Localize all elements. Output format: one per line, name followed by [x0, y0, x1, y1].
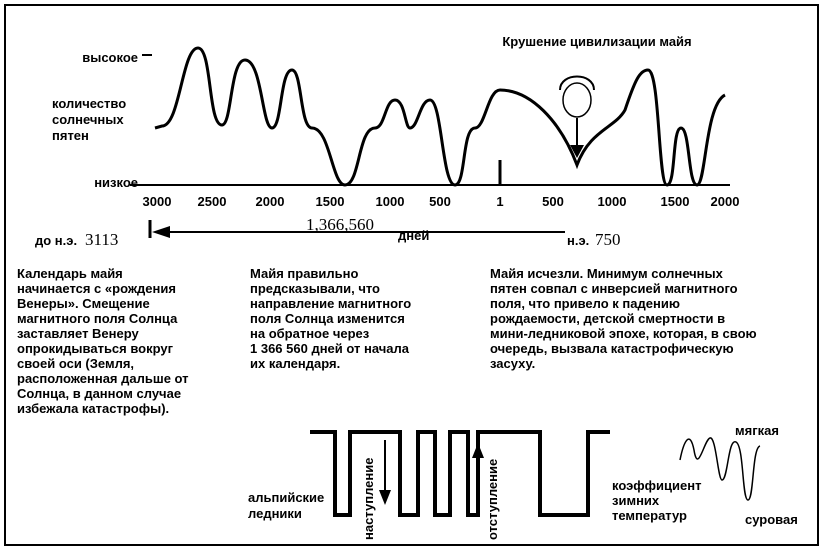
end: 750 — [595, 230, 621, 249]
span: 1,366,560 — [306, 215, 374, 234]
paragraph-line: направление магнитного — [250, 296, 411, 311]
sunspot-curve — [155, 48, 725, 185]
tick-label: 1500 — [661, 194, 690, 209]
advance: наступление — [361, 458, 376, 540]
ad: н.э. — [567, 233, 589, 248]
tick-label: 3000 — [143, 194, 172, 209]
mild: мягкая — [735, 423, 779, 438]
retreat: отступление — [485, 459, 500, 540]
tick-label: 1500 — [316, 194, 345, 209]
paragraph-line: заставляет Венеру — [17, 326, 140, 341]
paragraph-line: их календаря. — [250, 356, 340, 371]
tick-label: 2000 — [256, 194, 285, 209]
diagram: Крушение цивилизации майя высокое низкое… — [0, 0, 823, 550]
paragraph-line: поля Солнца изменится — [250, 311, 405, 326]
paragraph-line: рождаемости, детской смертности в — [490, 311, 725, 326]
arrow-head — [472, 443, 484, 458]
glacier-label: ледники — [248, 506, 302, 521]
paragraph-line: Майя исчезли. Минимум солнечных — [490, 266, 724, 281]
low-label: низкое — [94, 175, 138, 190]
tick-label: 500 — [542, 194, 564, 209]
paragraph-line: своей оси (Земля, — [17, 356, 134, 371]
tick-label: 500 — [429, 194, 451, 209]
title: Крушение цивилизации майя — [502, 34, 691, 49]
tick-label: 1000 — [598, 194, 627, 209]
paragraph-line: опрокидываться вокруг — [17, 341, 174, 356]
paragraph-line: Солнца, в данном случае — [17, 386, 181, 401]
glacier-label: альпийские — [248, 490, 324, 505]
axis-label: количество солнечных пятен — [52, 96, 126, 143]
paragraph-line: засуху. — [490, 356, 535, 371]
glacier-wave — [310, 432, 610, 515]
coef: зимних — [612, 493, 660, 508]
paragraph-line: предсказывали, что — [250, 281, 380, 296]
days: дней — [398, 228, 429, 243]
paragraph-line: магнитного поля Солнца — [17, 311, 178, 326]
tick-label: 2000 — [711, 194, 740, 209]
harsh: суровая — [745, 512, 798, 527]
axis-label-line: количество — [52, 96, 126, 111]
start: 3113 — [85, 230, 118, 249]
paragraph-line: Венеры». Смещение — [17, 296, 150, 311]
tick-label: 1000 — [376, 194, 405, 209]
paragraph-line: избежала катастрофы). — [17, 401, 169, 416]
axis-label-line: солнечных — [52, 112, 124, 127]
paragraph-line: начинается с «рождения — [17, 281, 176, 296]
tick-label: 2500 — [198, 194, 227, 209]
arrow-head — [152, 226, 170, 238]
paragraph-line: поля, что привело к падению — [490, 296, 680, 311]
paragraph-line: очередь, вызвала катастрофическую — [490, 341, 734, 356]
paragraph-line: Календарь майя — [17, 266, 123, 281]
axis-label-line: пятен — [52, 128, 89, 143]
tick-label: 1 — [496, 194, 503, 209]
coef: температур — [612, 508, 687, 523]
bc: до н.э. — [35, 233, 77, 248]
paragraph-line: пятен совпал с инверсией магнитного — [490, 281, 738, 296]
paragraph-line: на обратное через — [250, 326, 370, 341]
paragraph-line: расположенная дальше от — [17, 371, 189, 386]
arrow-head — [379, 490, 391, 505]
coef: коэффициент — [612, 478, 701, 493]
high-label: высокое — [82, 50, 138, 65]
paragraph-line: 1 366 560 дней от начала — [250, 341, 410, 356]
paragraph-line: Майя правильно — [250, 266, 359, 281]
paragraph-line: мини-ледниковой эпохе, которая, в свою — [490, 326, 757, 341]
